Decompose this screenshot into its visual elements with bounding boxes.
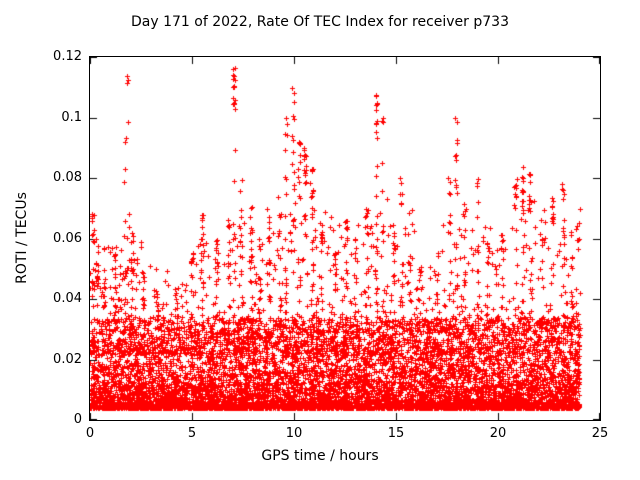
chart-title: Day 171 of 2022, Rate Of TEC Index for r… bbox=[131, 14, 509, 30]
x-tick-label: 0 bbox=[85, 426, 95, 441]
y-tick-label: 0.06 bbox=[53, 231, 82, 246]
x-tick-label: 25 bbox=[591, 426, 609, 441]
x-tick-label: 15 bbox=[387, 426, 405, 441]
x-axis-label: GPS time / hours bbox=[261, 448, 379, 464]
y-tick-label: 0.08 bbox=[53, 170, 82, 185]
y-tick-label: 0.04 bbox=[53, 291, 82, 306]
scatter-points-canvas bbox=[90, 57, 600, 420]
y-tick-label: 0.12 bbox=[53, 49, 82, 64]
x-tick-label: 5 bbox=[187, 426, 197, 441]
x-tick-label: 10 bbox=[285, 426, 303, 441]
x-tick-label: 20 bbox=[489, 426, 507, 441]
y-tick-label: 0.1 bbox=[61, 110, 82, 125]
y-tick-label: 0 bbox=[73, 412, 82, 427]
y-tick-label: 0.02 bbox=[53, 352, 82, 367]
